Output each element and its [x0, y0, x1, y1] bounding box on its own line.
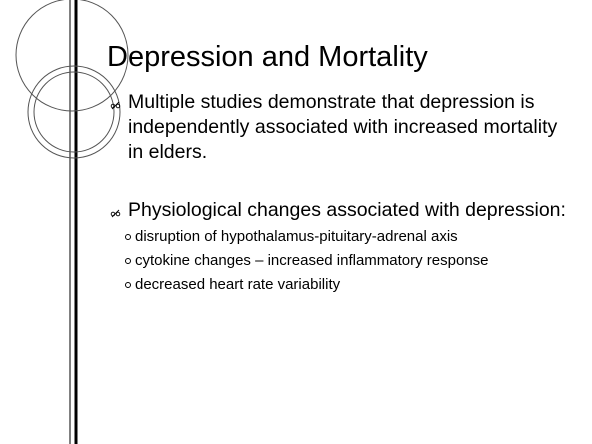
deco-circle — [33, 71, 115, 153]
bullet-mark — [110, 209, 121, 218]
sub-bullet-mark — [125, 258, 131, 264]
sub-bullet: cytokine changes – increased inflammator… — [125, 250, 530, 271]
sub-bullet: disruption of hypothalamus-pituitary-adr… — [125, 226, 530, 247]
deco-circle — [15, 0, 129, 112]
bullet: Multiple studies demonstrate that depres… — [110, 90, 568, 165]
deco-circle — [27, 65, 121, 159]
sub-bullet-mark — [125, 234, 131, 240]
sub-bullet-text: cytokine changes – increased inflammator… — [135, 252, 489, 269]
sub-bullet-text: disruption of hypothalamus-pituitary-adr… — [135, 228, 458, 245]
bullet-text: Physiological changes associated with de… — [128, 199, 566, 221]
sub-bullet-text: decreased heart rate variability — [135, 276, 341, 293]
sub-bullet-mark — [125, 282, 131, 288]
slide-title: Depression and Mortality — [107, 41, 428, 73]
bullet: Physiological changes associated with de… — [110, 198, 568, 223]
sub-bullet: decreased heart rate variability — [125, 274, 530, 295]
bullet-mark — [110, 101, 121, 110]
bullet-text: Multiple studies demonstrate that depres… — [128, 91, 558, 163]
